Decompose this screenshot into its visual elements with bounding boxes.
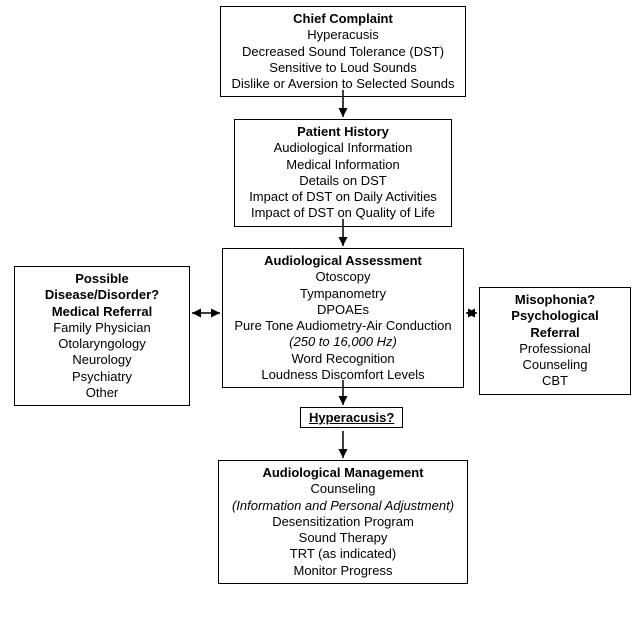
- node-title: Possible Disease/Disorder?: [25, 271, 179, 304]
- node-audiological-management: Audiological Management Counseling(Infor…: [218, 460, 468, 584]
- node-chief-complaint: Chief Complaint HyperacusisDecreased Sou…: [220, 6, 466, 97]
- node-line: Impact of DST on Daily Activities: [245, 189, 441, 205]
- node-line: Dislike or Aversion to Selected Sounds: [231, 76, 455, 92]
- node-title: Misophonia?: [490, 292, 620, 308]
- node-line: Medical Information: [245, 157, 441, 173]
- node-line: CBT: [490, 373, 620, 389]
- node-line: Professional Counseling: [490, 341, 620, 374]
- node-patient-history: Patient History Audiological Information…: [234, 119, 452, 227]
- node-line: Family Physician: [25, 320, 179, 336]
- node-line: Loudness Discomfort Levels: [233, 367, 453, 383]
- node-psychological-referral: Misophonia?Psychological ReferralProfess…: [479, 287, 631, 395]
- node-line: Audiological Information: [245, 140, 441, 156]
- node-line: Sound Therapy: [229, 530, 457, 546]
- node-line: Hyperacusis: [231, 27, 455, 43]
- node-line: Sensitive to Loud Sounds: [231, 60, 455, 76]
- node-medical-referral: Possible Disease/Disorder?Medical Referr…: [14, 266, 190, 406]
- node-title: Psychological Referral: [490, 308, 620, 341]
- decision-label: Hyperacusis?: [309, 410, 394, 425]
- node-line: Impact of DST on Quality of Life: [245, 205, 441, 221]
- node-line: Otoscopy: [233, 269, 453, 285]
- node-title: Audiological Assessment: [233, 253, 453, 269]
- node-line: Counseling: [229, 481, 457, 497]
- node-line: Monitor Progress: [229, 563, 457, 579]
- node-line: TRT (as indicated): [229, 546, 457, 562]
- node-line: Otolaryngology: [25, 336, 179, 352]
- node-title: Patient History: [245, 124, 441, 140]
- node-line: (Information and Personal Adjustment): [229, 498, 457, 514]
- node-title: Medical Referral: [25, 304, 179, 320]
- node-line: Tympanometry: [233, 286, 453, 302]
- node-line: Pure Tone Audiometry-Air Conduction: [233, 318, 453, 334]
- node-line: Other: [25, 385, 179, 401]
- node-audiological-assessment: Audiological Assessment OtoscopyTympanom…: [222, 248, 464, 388]
- node-line: DPOAEs: [233, 302, 453, 318]
- node-hyperacusis-decision: Hyperacusis?: [300, 407, 403, 428]
- node-title: Chief Complaint: [231, 11, 455, 27]
- node-line: Decreased Sound Tolerance (DST): [231, 44, 455, 60]
- node-line: Word Recognition: [233, 351, 453, 367]
- node-line: Details on DST: [245, 173, 441, 189]
- node-line: (250 to 16,000 Hz): [233, 334, 453, 350]
- node-line: Neurology: [25, 352, 179, 368]
- node-line: Desensitization Program: [229, 514, 457, 530]
- node-title: Audiological Management: [229, 465, 457, 481]
- node-line: Psychiatry: [25, 369, 179, 385]
